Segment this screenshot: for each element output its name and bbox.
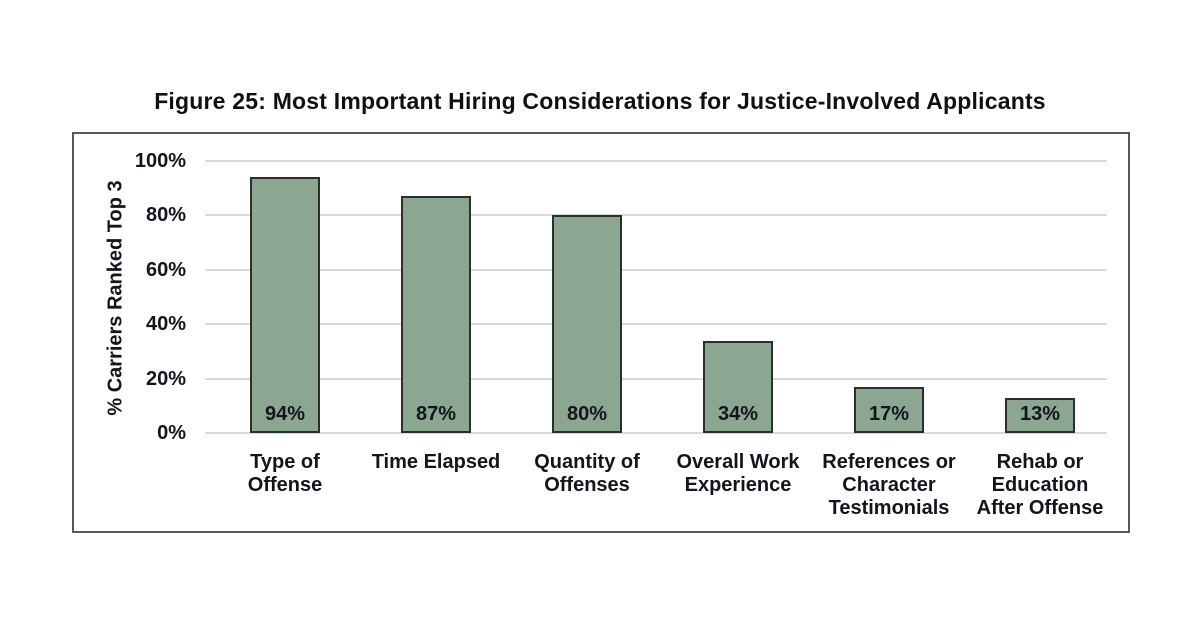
gridline-60% — [205, 268, 1107, 271]
bar-value-label: 17% — [868, 403, 910, 425]
gridline-20% — [205, 377, 1107, 380]
bar-4 — [703, 341, 773, 433]
gridline-80% — [205, 214, 1107, 217]
y-tick-label: 80% — [145, 204, 186, 227]
gridline-100% — [205, 160, 1107, 162]
gridline-40% — [205, 323, 1107, 326]
y-tick-label: 20% — [145, 367, 186, 390]
bar-5 — [854, 387, 924, 433]
bar-value-label: 87% — [415, 403, 457, 425]
y-tick-label: 0% — [157, 422, 186, 444]
gridline-0% — [205, 432, 1107, 434]
bar-2 — [401, 196, 471, 433]
y-tick-label: 100% — [134, 150, 186, 172]
bar-value-label: 34% — [717, 403, 759, 425]
y-tick-label: 60% — [145, 258, 186, 281]
bar-3 — [552, 215, 622, 433]
bar-6 — [1005, 398, 1075, 433]
chart-frame: % Carriers Ranked Top 3 0% 20% 40% 60% 80% 10… — [72, 132, 1130, 533]
y-tick-label: 40% — [145, 313, 186, 336]
bar-value-label: 80% — [566, 403, 608, 425]
bar-value-label: 94% — [264, 403, 306, 425]
x-axis-label: Overall Work Experience — [676, 451, 800, 496]
bar-value-label: 13% — [1019, 403, 1061, 425]
bar-1 — [250, 177, 320, 433]
x-axis-label: Type of Offense — [247, 451, 323, 496]
figure-title: Figure 25: Most Important Hiring Conside… — [154, 88, 1046, 114]
x-axis-label: Quantity of Offenses — [534, 451, 640, 496]
plot-area: 0% 20% 40% 60% 80% 100% 94% Type of Offense 87% T… — [74, 134, 1128, 531]
x-axis-label: References or Character Testimonials — [822, 451, 956, 519]
x-axis-label: Rehab or Education After Offense — [976, 451, 1104, 519]
x-axis-label: Time Elapsed — [371, 451, 501, 473]
